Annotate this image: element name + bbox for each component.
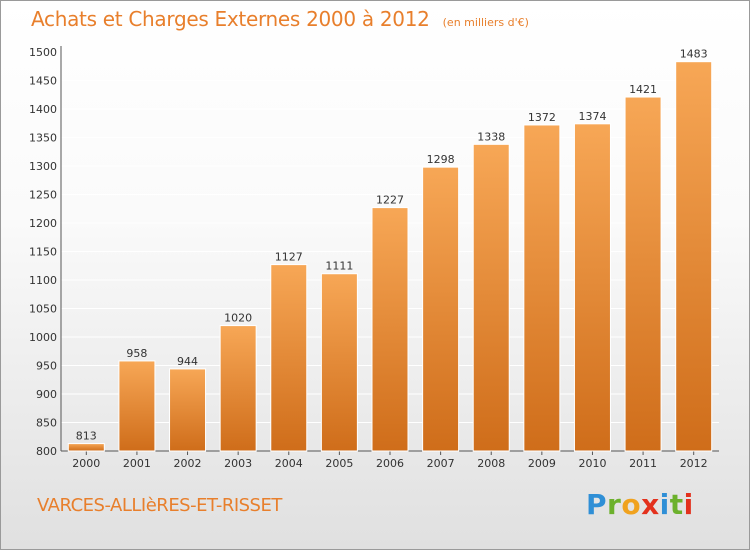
y-tick-label: 950 xyxy=(36,360,57,373)
bar xyxy=(320,273,358,452)
x-tick-label: 2001 xyxy=(123,457,151,470)
x-tick-label: 2009 xyxy=(528,457,556,470)
bar xyxy=(523,124,561,452)
y-tick-label: 800 xyxy=(36,445,57,458)
bar xyxy=(67,443,105,452)
bar xyxy=(371,207,409,452)
value-label: 1372 xyxy=(528,111,556,124)
x-tick-label: 2000 xyxy=(72,457,100,470)
y-tick-label: 1400 xyxy=(29,103,57,116)
value-label: 1127 xyxy=(275,251,303,264)
y-tick-label: 1300 xyxy=(29,160,57,173)
value-label: 1338 xyxy=(477,130,505,143)
x-tick-label: 2006 xyxy=(376,457,404,470)
bar xyxy=(624,96,662,452)
x-tick-label: 2008 xyxy=(477,457,505,470)
logo-letter: i xyxy=(659,488,670,521)
value-label: 958 xyxy=(126,347,147,360)
y-tick-label: 1000 xyxy=(29,331,57,344)
municipality-name: VARCES-ALLIèRES-ET-RISSET xyxy=(37,495,282,516)
x-tick-label: 2010 xyxy=(578,457,606,470)
value-label: 1020 xyxy=(224,312,252,325)
bar xyxy=(422,166,460,452)
value-label: 813 xyxy=(76,430,97,443)
logo-letter: P xyxy=(586,488,608,521)
x-tick-label: 2004 xyxy=(275,457,303,470)
bar xyxy=(219,325,257,452)
chart-title: Achats et Charges Externes 2000 à 2012 xyxy=(31,7,430,31)
value-label: 1227 xyxy=(376,194,404,207)
y-tick-label: 1150 xyxy=(29,246,57,259)
y-axis: 800 850 900 950 1000 1050 1100 1150 1200 1250 1300… xyxy=(29,46,719,470)
y-tick-label: 1250 xyxy=(29,189,57,202)
value-label: 1111 xyxy=(325,260,353,273)
value-label: 1298 xyxy=(427,153,455,166)
labels: 813 958 944 1020 1127 1111 1227 1298 1338 1372 137… xyxy=(76,48,708,443)
y-tick-label: 1450 xyxy=(29,75,57,88)
bar xyxy=(573,123,611,452)
proxiti-logo[interactable]: Proxiti xyxy=(586,488,694,521)
logo-letter: t xyxy=(669,488,684,521)
y-tick-label: 1100 xyxy=(29,274,57,287)
logo-letter: o xyxy=(621,488,642,521)
x-tick-label: 2011 xyxy=(629,457,657,470)
x-tick-label: 2003 xyxy=(224,457,252,470)
y-tick-label: 850 xyxy=(36,417,57,430)
y-tick-label: 1050 xyxy=(29,303,57,316)
value-label: 1483 xyxy=(680,48,708,61)
y-tick-label: 1200 xyxy=(29,217,57,230)
value-label: 1374 xyxy=(578,110,606,123)
logo-letter: r xyxy=(607,488,622,521)
logo-letter: x xyxy=(641,488,660,521)
x-tick-label: 2012 xyxy=(680,457,708,470)
bar xyxy=(270,264,308,452)
value-label: 944 xyxy=(177,355,198,368)
chart-subtitle: (en milliers d'€) xyxy=(442,16,529,29)
chart-title-block: Achats et Charges Externes 2000 à 2012 (… xyxy=(31,7,529,31)
bar xyxy=(472,143,510,452)
y-tick-label: 1500 xyxy=(29,46,57,59)
value-label: 1421 xyxy=(629,83,657,96)
x-tick-label: 2002 xyxy=(174,457,202,470)
logo-letter: i xyxy=(683,488,694,521)
bar xyxy=(118,360,156,452)
bar xyxy=(675,61,713,452)
bars xyxy=(67,61,713,452)
x-tick-label: 2005 xyxy=(325,457,353,470)
x-tick-label: 2007 xyxy=(427,457,455,470)
y-tick-label: 1350 xyxy=(29,132,57,145)
y-tick-label: 900 xyxy=(36,388,57,401)
bar xyxy=(169,368,207,452)
